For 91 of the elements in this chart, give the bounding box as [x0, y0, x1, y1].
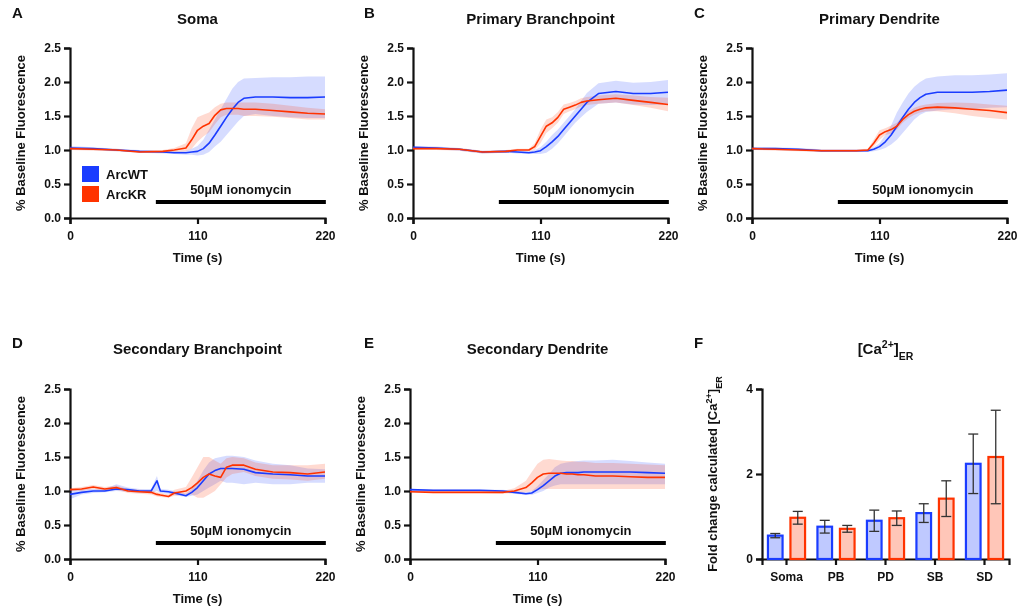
y-tick-label: 0 — [746, 552, 754, 567]
x-tick-label: 220 — [315, 229, 336, 244]
y-tick-label: 2.5 — [726, 41, 744, 56]
text: B — [364, 4, 375, 21]
y-tick-label: 0.5 — [44, 518, 62, 533]
text: D — [12, 334, 23, 351]
y-tick-label: 2.5 — [44, 382, 62, 397]
x-tick-label: 110 — [188, 570, 209, 585]
bar — [987, 455, 1005, 561]
x-tick-label: 0 — [67, 570, 75, 585]
chart-title: Soma — [177, 10, 219, 27]
y-tick-label: 0.5 — [387, 177, 405, 192]
y-tick-label: 0.5 — [726, 177, 744, 192]
x-tick-label: 220 — [315, 570, 336, 585]
x-tick-label: 110 — [188, 229, 209, 244]
y-axis-title: % Baseline Fluorescence — [356, 54, 371, 212]
y-tick-label: 1.0 — [44, 143, 62, 158]
x-tick-label: 110 — [528, 570, 549, 585]
x-tick-label: 0 — [67, 229, 75, 244]
x-tick-label: 220 — [997, 229, 1018, 244]
y-tick-label: 1.0 — [387, 143, 405, 158]
chart-title: Secondary Branchpoint — [112, 340, 283, 357]
chart-title: Primary Branchpoint — [466, 10, 615, 27]
y-tick-label: 0.0 — [387, 211, 405, 226]
bar — [865, 519, 883, 561]
y-tick-label: 2.5 — [384, 382, 402, 397]
x-tick-label: SD — [976, 570, 994, 585]
bar — [838, 527, 856, 561]
y-axis-title: % Baseline Fluorescence — [353, 395, 368, 553]
x-tick-label: 110 — [531, 229, 552, 244]
text: A — [12, 4, 23, 21]
x-tick-label: 0 — [407, 570, 415, 585]
y-tick-label: 2.5 — [387, 41, 405, 56]
bar — [964, 462, 982, 561]
y-tick-label: 0.0 — [44, 211, 62, 226]
y-axis-title: % Baseline Fluorescence — [695, 54, 710, 212]
y-tick-label: 2.0 — [387, 75, 405, 90]
annotation: 50µM ionomycin — [190, 182, 292, 197]
y-axis-title: % Baseline Fluorescence — [13, 54, 28, 212]
x-axis-title: Time (s) — [515, 250, 566, 265]
y-tick-label: 2.0 — [726, 75, 744, 90]
annotation: 50µM ionomycin — [533, 182, 635, 197]
bar — [888, 517, 906, 561]
y-tick-label: 1.5 — [726, 109, 744, 124]
y-tick-label: 2 — [746, 467, 754, 482]
bar — [915, 512, 933, 561]
x-tick-label: 0 — [410, 229, 418, 244]
y-tick-label: 1.5 — [384, 450, 402, 465]
chart-title: Primary Dendrite — [819, 10, 940, 27]
y-tick-label: 0.0 — [44, 552, 62, 567]
x-axis-title: Time (s) — [512, 591, 563, 606]
y-tick-label: 2.5 — [44, 41, 62, 56]
y-tick-label: 0.0 — [726, 211, 744, 226]
x-tick-label: SB — [926, 570, 944, 585]
annotation: 50µM ionomycin — [872, 182, 974, 197]
chart-title: [Ca$^{2+}$]$_{ER}$ — [857, 338, 914, 362]
y-tick-label: 2.0 — [44, 75, 62, 90]
text: C — [694, 4, 705, 21]
annotation: 50µM ionomycin — [530, 523, 632, 538]
annotation: 50µM ionomycin — [190, 523, 292, 538]
y-tick-label: 1.5 — [387, 109, 405, 124]
x-tick-label: 110 — [870, 229, 891, 244]
y-tick-label: 0.5 — [44, 177, 62, 192]
y-tick-label: 1.5 — [44, 450, 62, 465]
y-tick-label: 1.0 — [384, 484, 402, 499]
y-axis-title: % Baseline Fluorescence — [13, 395, 28, 553]
bar — [789, 516, 807, 561]
x-axis-title: Time (s) — [172, 250, 223, 265]
text: E — [364, 334, 375, 351]
bar — [816, 525, 834, 561]
x-tick-label: 220 — [658, 229, 679, 244]
legend-label: ArcWT — [106, 167, 148, 182]
x-axis-title: Time (s) — [172, 591, 223, 606]
text: F — [694, 334, 704, 351]
y-tick-label: 4 — [746, 382, 754, 397]
x-tick-label: PB — [827, 570, 845, 585]
legend-label: ArcKR — [106, 187, 148, 202]
chart-title: Secondary Dendrite — [466, 340, 609, 357]
x-axis-title: Time (s) — [854, 250, 905, 265]
y-tick-label: 0.5 — [384, 518, 402, 533]
y-tick-label: 1.0 — [44, 484, 62, 499]
bar — [937, 497, 955, 561]
x-tick-label: PD — [877, 570, 895, 585]
y-tick-label: 2.0 — [384, 416, 402, 431]
x-tick-label: 220 — [655, 570, 676, 585]
y-tick-label: 2.0 — [44, 416, 62, 431]
y-tick-label: 0.0 — [384, 552, 402, 567]
bar — [766, 534, 784, 561]
y-tick-label: 1.5 — [44, 109, 62, 124]
y-tick-label: 1.0 — [726, 143, 744, 158]
x-tick-label: Soma — [770, 570, 804, 585]
